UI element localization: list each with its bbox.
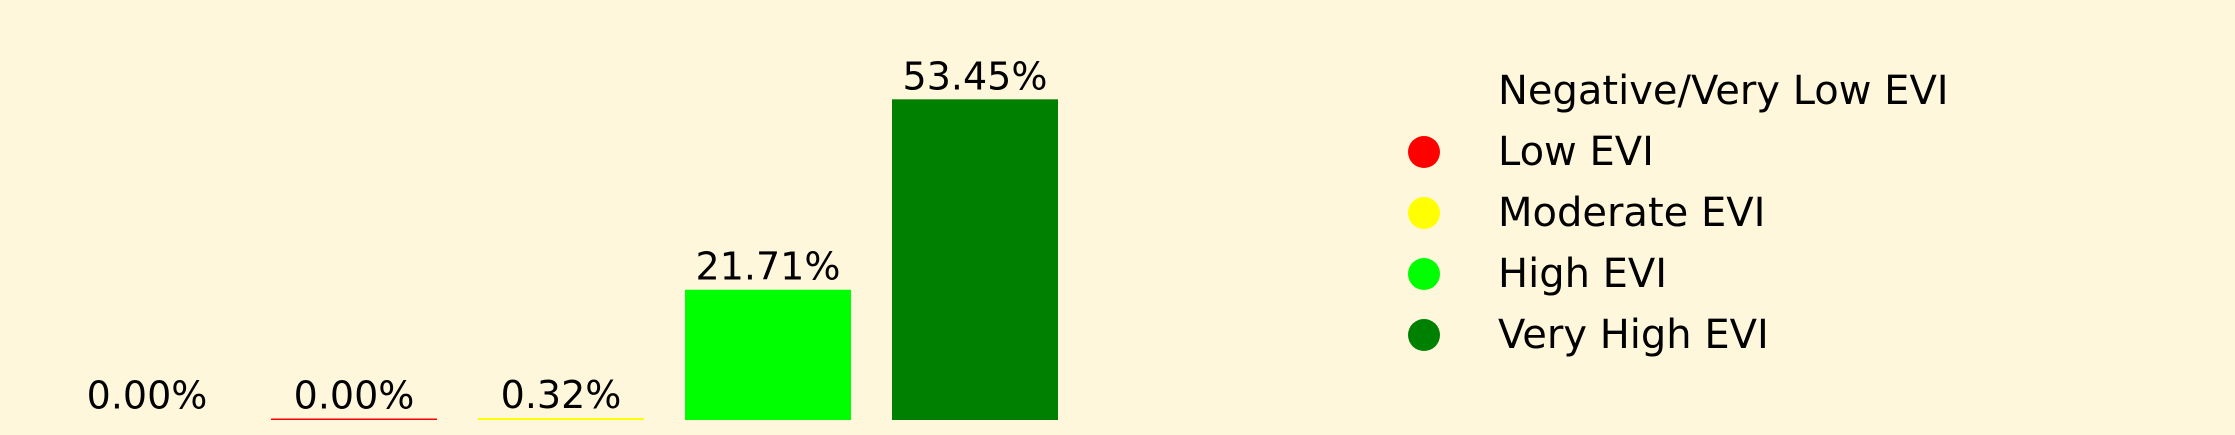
legend-label: High EVI [1498, 250, 1668, 297]
bar-value-label-very-high-evi: 53.45% [903, 54, 1048, 98]
legend-label: Moderate EVI [1498, 189, 1766, 236]
bar-very-high-evi [892, 99, 1058, 421]
bar-high-evi [685, 289, 851, 420]
bar-value-label-negative-very-low-evi: 0.00% [87, 374, 208, 418]
legend-label: Negative/Very Low EVI [1498, 67, 1949, 114]
bar-value-label-low-evi: 0.00% [294, 374, 415, 418]
legend-label: Very High EVI [1498, 311, 1769, 358]
legend-swatch-high-evi [1408, 257, 1440, 290]
legend-label: Low EVI [1498, 128, 1654, 175]
bar-value-label-moderate-evi: 0.32% [501, 373, 622, 417]
bar-negative-very-low-evi [64, 418, 230, 420]
legend-swatch-moderate-evi [1408, 196, 1440, 229]
bar-value-label-high-evi: 21.71% [696, 245, 841, 289]
bar-low-evi [271, 418, 437, 420]
bar-moderate-evi [478, 418, 644, 420]
legend-swatch-negative-very-low-evi [1408, 74, 1440, 107]
legend-swatch-low-evi [1408, 135, 1440, 168]
legend-swatch-very-high-evi [1408, 318, 1440, 351]
